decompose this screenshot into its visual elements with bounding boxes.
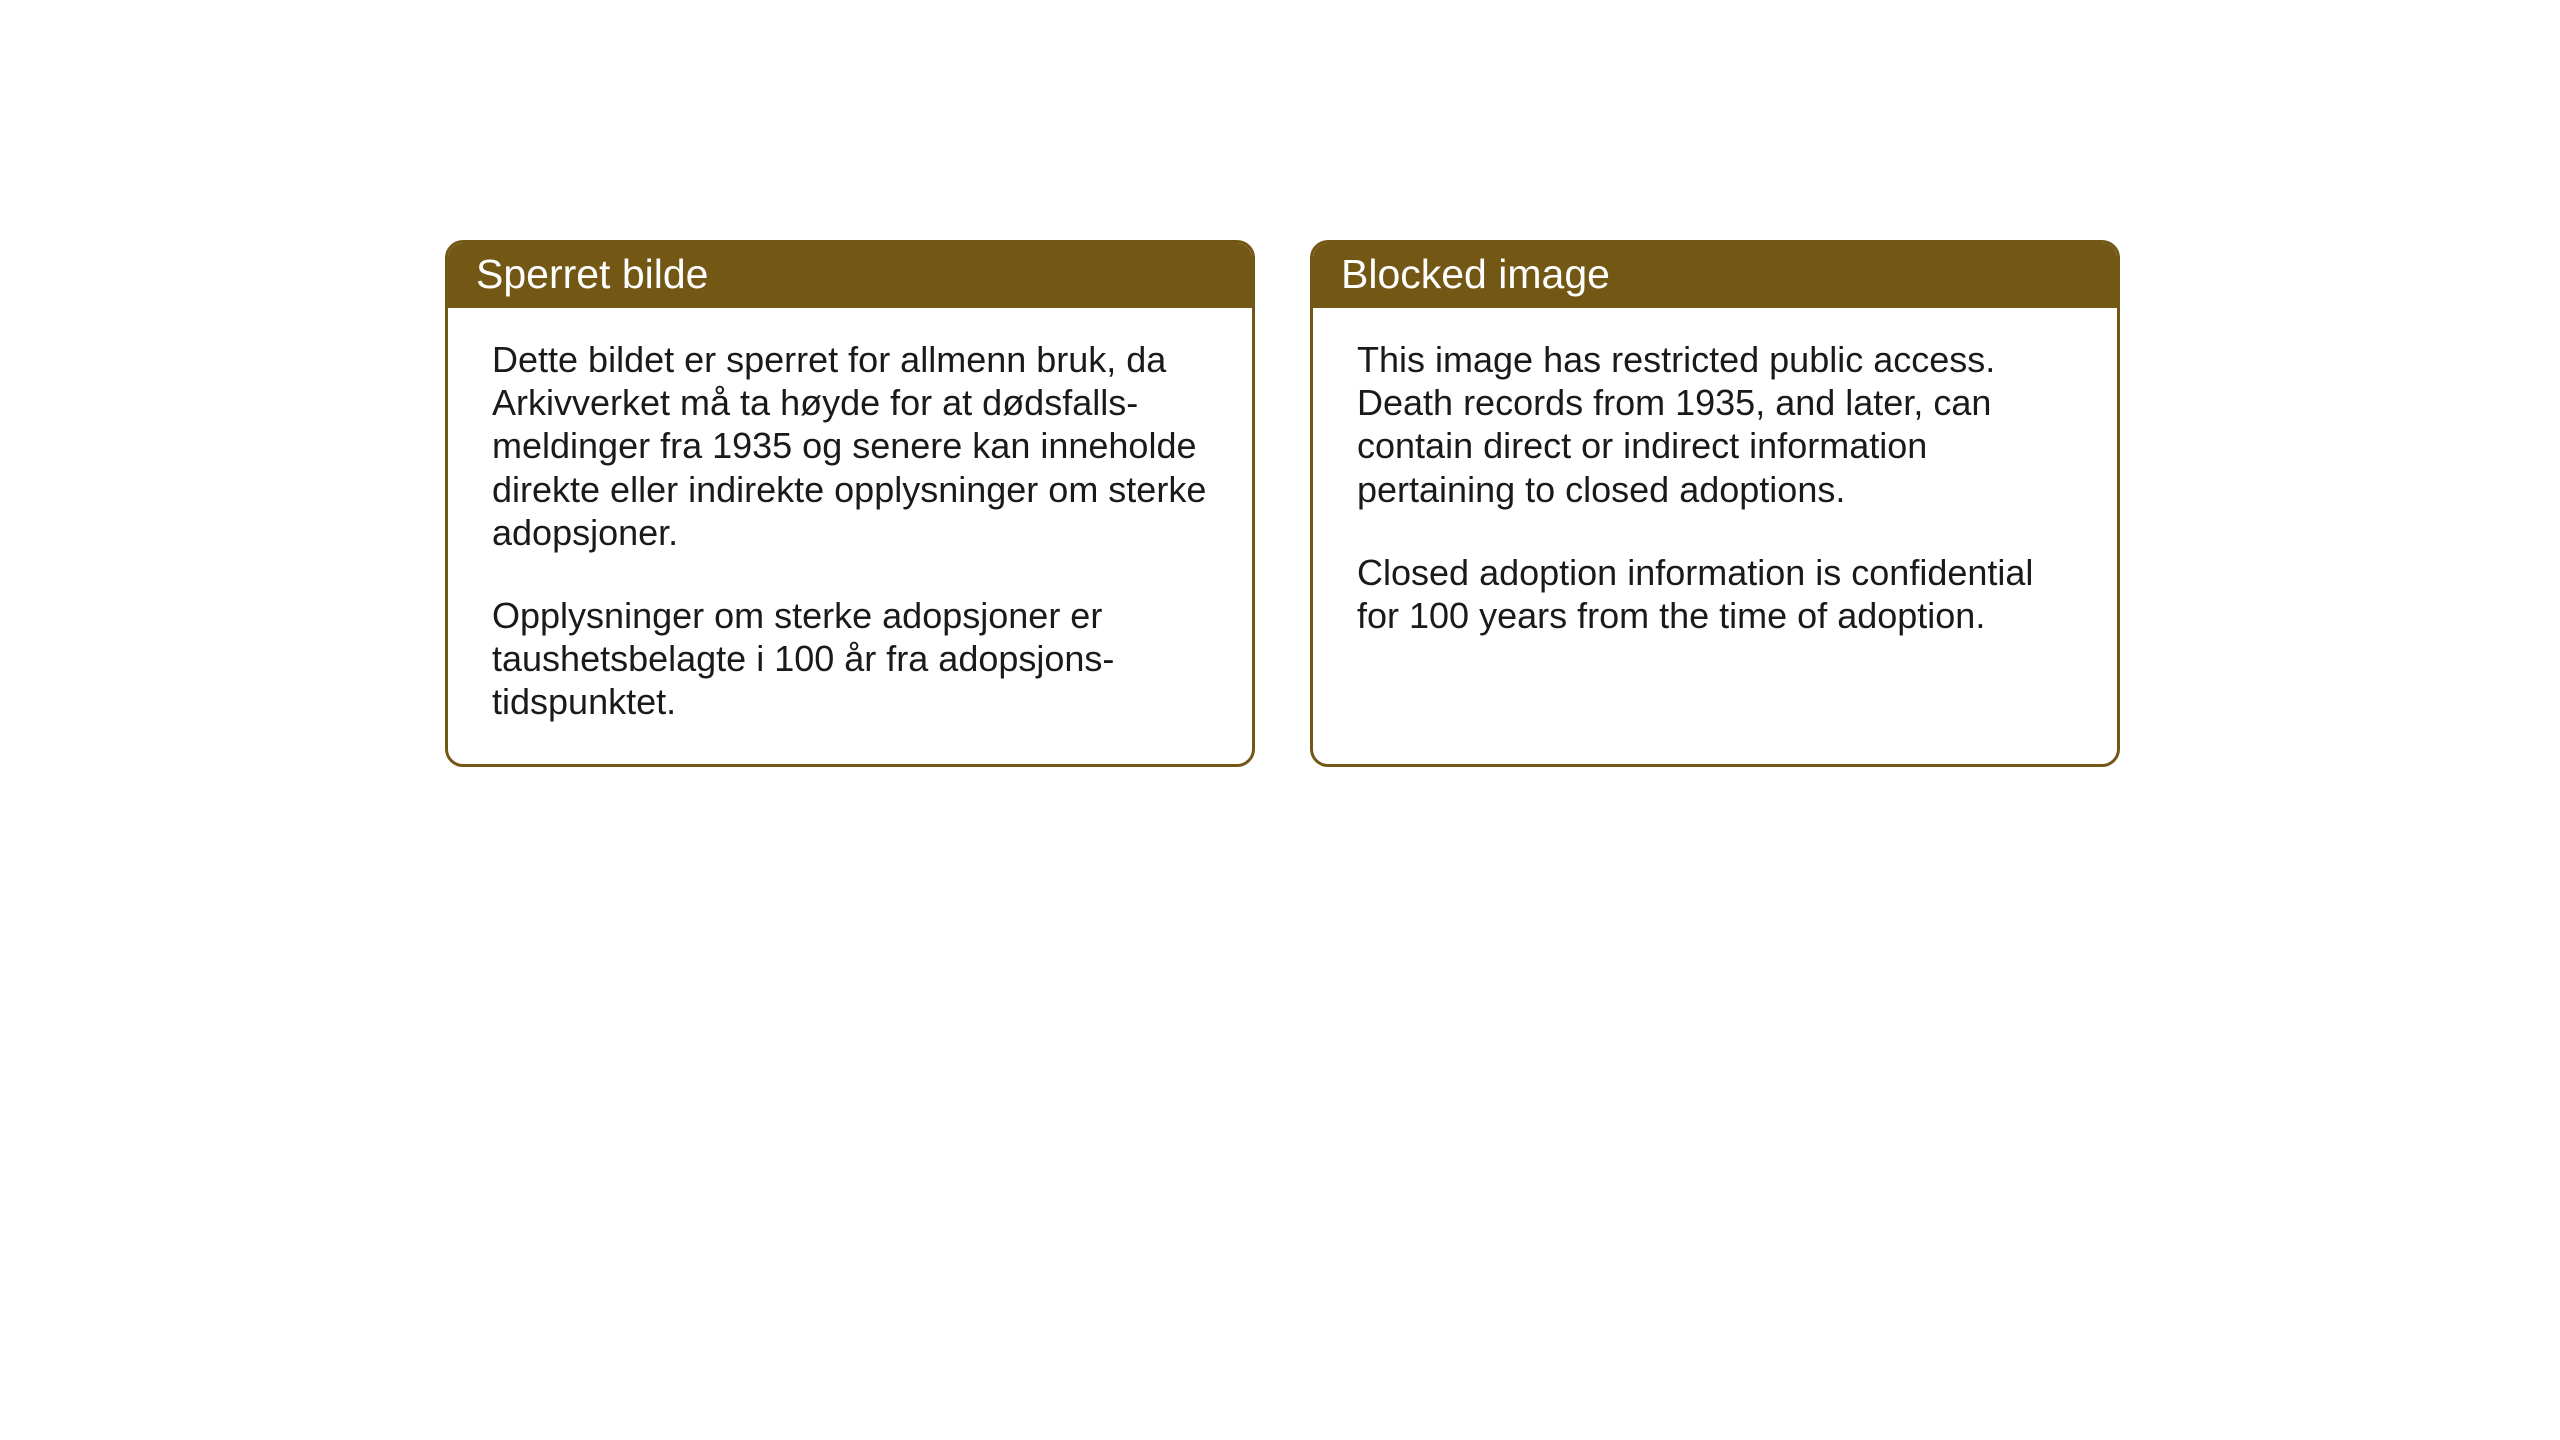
notice-paragraph-2-en: Closed adoption information is confident…	[1357, 551, 2073, 637]
card-header-english: Blocked image	[1313, 243, 2117, 308]
card-header-norwegian: Sperret bilde	[448, 243, 1252, 308]
notice-card-english: Blocked image This image has restricted …	[1310, 240, 2120, 767]
notice-container: Sperret bilde Dette bildet er sperret fo…	[445, 240, 2120, 767]
notice-card-norwegian: Sperret bilde Dette bildet er sperret fo…	[445, 240, 1255, 767]
card-body-english: This image has restricted public access.…	[1313, 308, 2117, 732]
notice-paragraph-2-no: Opplysninger om sterke adopsjoner er tau…	[492, 594, 1208, 724]
notice-paragraph-1-en: This image has restricted public access.…	[1357, 338, 2073, 511]
notice-paragraph-1-no: Dette bildet er sperret for allmenn bruk…	[492, 338, 1208, 554]
card-body-norwegian: Dette bildet er sperret for allmenn bruk…	[448, 308, 1252, 764]
